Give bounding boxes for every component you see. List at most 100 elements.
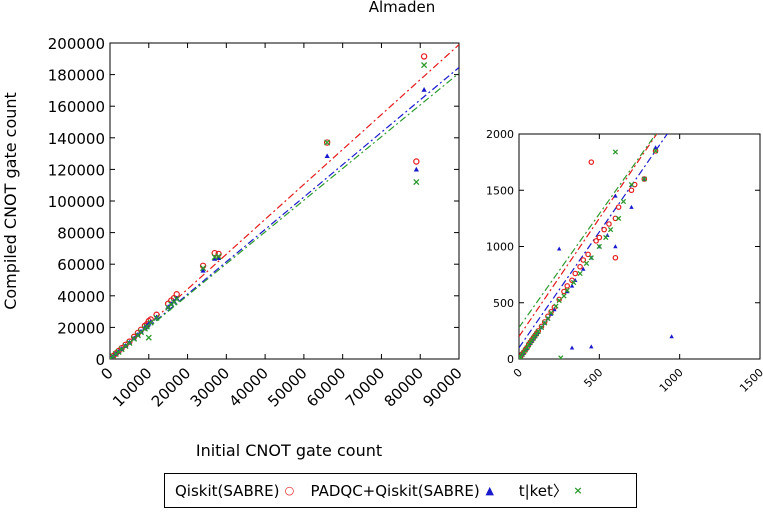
- inset-point-2: [583, 260, 590, 267]
- inset-point-2: [603, 234, 609, 241]
- inset-point-2: [524, 345, 530, 351]
- main-point-0: [323, 139, 331, 146]
- inset-point-1: [613, 244, 618, 249]
- inset-point-2: [548, 310, 554, 316]
- main-x-tick-label: 60000: [303, 364, 349, 410]
- inset-point-2: [564, 287, 570, 294]
- main-x-tick-label: 40000: [225, 364, 271, 410]
- main-x-tick-label: 30000: [187, 364, 233, 410]
- inset-y-tick-label: 2000: [486, 128, 514, 141]
- inset-point-2: [620, 198, 627, 205]
- main-y-tick-label: 0: [95, 351, 105, 369]
- y-axis-label: Compiled CNOT gate count: [1, 92, 20, 310]
- inset-point-0: [580, 257, 587, 263]
- main-point-2: [215, 253, 222, 260]
- main-y-tick-label: 180000: [48, 67, 105, 85]
- inset-x-tick-label: 1000: [657, 366, 686, 395]
- x-marker-icon: ×: [573, 484, 583, 497]
- main-point-1: [324, 153, 330, 159]
- main-x-tick-label: 50000: [264, 364, 310, 410]
- main-point-2: [147, 319, 154, 326]
- main-point-1: [421, 87, 427, 92]
- inset-point-2: [641, 176, 647, 182]
- main-x-tick-label: 80000: [381, 364, 427, 410]
- inset-point-1: [581, 266, 586, 271]
- circle-marker-icon: ○: [284, 484, 295, 497]
- inset-point-1: [613, 193, 618, 198]
- main-point-0: [420, 53, 428, 60]
- chart-title: Almaden: [369, 0, 436, 16]
- inset-point-1: [552, 307, 557, 312]
- main-fit-line-1: [110, 67, 459, 359]
- legend: Qiskit(SABRE) ○ PADQC+Qiskit(SABRE) ▲ t|…: [164, 473, 637, 508]
- main-y-tick-label: 20000: [57, 319, 105, 337]
- inset-point-0: [556, 296, 562, 303]
- main-point-2: [126, 339, 133, 346]
- main-point-2: [421, 62, 428, 69]
- inset-point-0: [601, 226, 607, 233]
- main-fit-line-2: [110, 72, 459, 359]
- inset-point-0: [612, 215, 619, 222]
- main-y-tick-label: 200000: [48, 35, 105, 53]
- main-point-0: [413, 158, 420, 165]
- inset-point-2: [577, 270, 583, 277]
- inset-point-2: [553, 303, 559, 309]
- legend-item-padqc: PADQC+Qiskit(SABRE) ▲: [310, 482, 496, 500]
- legend-item-tket: t|ket〉 ×: [519, 480, 585, 501]
- main-point-1: [138, 328, 144, 334]
- main-point-1: [413, 166, 419, 172]
- inset-point-1: [569, 345, 575, 350]
- main-point-1: [148, 319, 154, 324]
- main-y-tick-label: 100000: [48, 193, 105, 211]
- inset-point-1: [669, 334, 674, 339]
- x-axis-label: Initial CNOT gate count: [196, 441, 382, 460]
- inset-y-tick-label: 1000: [486, 241, 514, 254]
- inset-point-0: [615, 204, 622, 210]
- inset-point-0: [628, 187, 635, 194]
- main-y-tick-label: 80000: [57, 225, 105, 243]
- inset-point-0: [593, 238, 599, 244]
- inset-point-2: [607, 226, 614, 233]
- inset-point-2: [628, 181, 635, 188]
- inset-point-2: [542, 320, 548, 326]
- main-point-1: [200, 267, 206, 273]
- inset-point-2: [561, 293, 567, 299]
- inset-point-2: [588, 255, 594, 261]
- main-point-0: [211, 249, 218, 257]
- main-point-2: [145, 334, 152, 341]
- main-point-1: [168, 301, 174, 306]
- main-y-tick-label: 60000: [57, 256, 105, 274]
- main-x-tick-label: 10000: [109, 364, 155, 410]
- main-point-1: [174, 295, 180, 301]
- inset-point-2: [558, 355, 564, 359]
- inset-point-0: [612, 254, 619, 261]
- main-x-tick-label: 0: [97, 364, 116, 383]
- inset-y-tick-label: 0: [507, 353, 514, 366]
- inset-x-tick-label: 500: [581, 366, 605, 390]
- inset-x-tick-label: 1500: [737, 366, 763, 395]
- main-point-1: [165, 304, 171, 309]
- legend-label-padqc: PADQC+Qiskit(SABRE): [310, 481, 480, 500]
- legend-label-tket: t|ket〉: [518, 482, 568, 500]
- inset-point-1: [556, 246, 562, 251]
- inset-point-2: [615, 215, 622, 222]
- inset-point-2: [652, 148, 659, 154]
- main-y-tick-label: 40000: [57, 288, 105, 306]
- inset-point-1: [589, 344, 594, 349]
- inset-point-2: [612, 149, 619, 155]
- inset-fit-line-0: [519, 134, 658, 337]
- inset-point-2: [545, 315, 551, 322]
- main-point-2: [324, 139, 331, 146]
- main-y-tick-label: 120000: [48, 161, 105, 179]
- inset-point-2: [596, 243, 602, 250]
- inset-point-2: [570, 279, 577, 286]
- inset-y-tick-label: 500: [493, 297, 514, 310]
- main-point-2: [153, 314, 160, 321]
- inset-point-0: [631, 181, 638, 188]
- inset-point-2: [556, 297, 562, 304]
- inset-fit-line-1: [519, 134, 668, 349]
- main-point-2: [173, 295, 180, 303]
- inset-fit-line-2: [519, 134, 657, 328]
- inset-point-0: [588, 159, 595, 165]
